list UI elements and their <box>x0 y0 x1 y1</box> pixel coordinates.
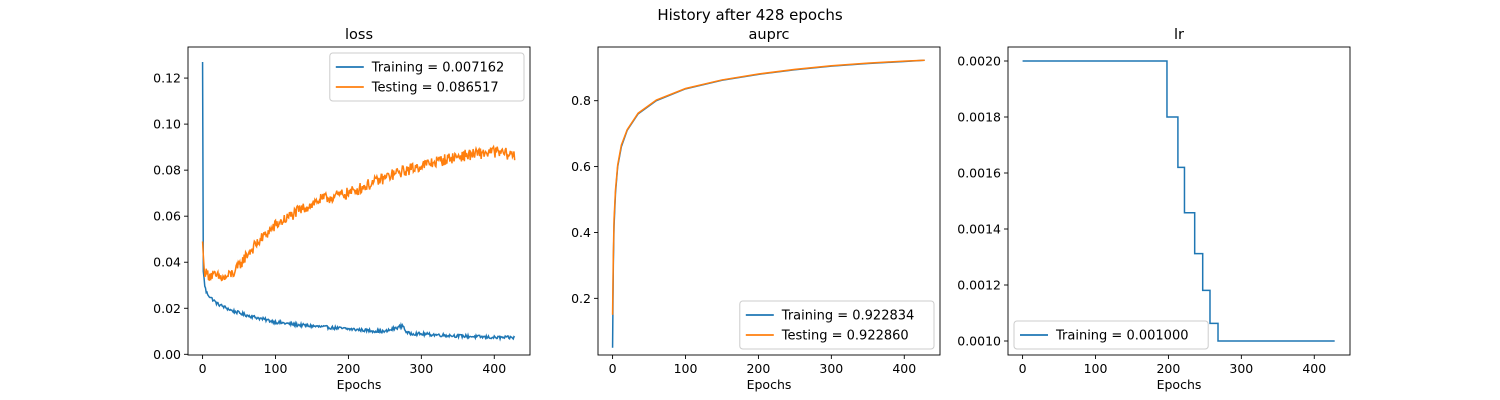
x-axis-label: Epochs <box>747 377 792 392</box>
y-tick-label: 0.04 <box>153 255 181 270</box>
y-tick-label: 0.4 <box>571 225 591 240</box>
y-tick-label: 0.0016 <box>957 166 1001 181</box>
legend: Training = 0.001000 <box>1013 320 1209 350</box>
series-line-2 <box>201 144 516 282</box>
x-axis-label: Epochs <box>337 377 382 392</box>
x-tick-label: 0 <box>609 361 617 376</box>
panel-title: auprc <box>749 27 790 43</box>
x-tick-label: 400 <box>482 361 506 376</box>
y-tick-label: 0.02 <box>153 301 181 316</box>
x-tick-label: 300 <box>409 361 433 376</box>
legend-label: Training = 0.007162 <box>371 61 504 76</box>
axes-frame <box>1007 46 1351 356</box>
axes-frame <box>597 46 941 356</box>
x-tick-label: 100 <box>1084 361 1108 376</box>
legend-label: Training = 0.001000 <box>1055 329 1188 344</box>
x-tick-label: 100 <box>264 361 288 376</box>
x-axis-label: Epochs <box>1157 377 1202 392</box>
y-tick-label: 0.00 <box>153 347 181 362</box>
y-tick-label: 0.0018 <box>957 110 1001 125</box>
x-tick-label: 300 <box>1229 361 1253 376</box>
x-tick-label: 0 <box>1019 361 1027 376</box>
y-tick-label: 0.0010 <box>957 334 1001 349</box>
x-tick-label: 200 <box>1156 361 1180 376</box>
x-tick-label: 400 <box>1302 361 1326 376</box>
y-tick-label: 0.12 <box>153 71 181 86</box>
legend-label: Training = 0.922834 <box>781 309 914 324</box>
x-tick-label: 200 <box>746 361 770 376</box>
legend-label: Testing = 0.086517 <box>371 81 499 96</box>
x-tick-label: 0 <box>199 361 207 376</box>
legend-box <box>329 52 525 102</box>
legend-box <box>1013 320 1209 350</box>
y-tick-label: 0.10 <box>153 117 181 132</box>
panel-auprc: auprc 0 100 200 300 400 0.2 0.4 0.6 0.8 Epochs Trai… <box>571 27 941 392</box>
y-tick-label: 0.0020 <box>957 54 1001 69</box>
legend: Training = 0.922834 Testing = 0.922860 <box>739 300 935 350</box>
axes-frame <box>187 46 531 356</box>
y-tick-label: 0.2 <box>571 291 591 306</box>
y-tick-label: 0.8 <box>571 93 591 108</box>
y-tick-label: 0.6 <box>571 159 591 174</box>
y-tick-label: 0.08 <box>153 163 181 178</box>
panel-loss: loss 0 100 200 300 400 0.00 0.02 0.04 0.06 0.08 0.1… <box>153 27 531 392</box>
legend: Training = 0.007162 Testing = 0.086517 <box>329 52 525 102</box>
y-tick-label: 0.0012 <box>957 278 1001 293</box>
series-line-1 <box>1022 60 1335 342</box>
figure-title: History after 428 epochs <box>657 6 842 24</box>
panel-title: lr <box>1174 27 1184 43</box>
x-tick-label: 300 <box>819 361 843 376</box>
y-tick-label: 0.06 <box>153 209 181 224</box>
series-line-2 <box>611 59 925 315</box>
x-tick-label: 200 <box>336 361 360 376</box>
x-tick-label: 100 <box>674 361 698 376</box>
y-tick-label: 0.0014 <box>957 222 1001 237</box>
x-tick-label: 400 <box>892 361 916 376</box>
legend-label: Testing = 0.922860 <box>781 329 909 344</box>
series-line-1 <box>201 61 516 342</box>
legend-box <box>739 300 935 350</box>
panel-title: loss <box>345 27 373 43</box>
panel-lr: lr 0 100 200 300 400 0.0010 0.0012 0.0014 0.0016 0… <box>957 27 1351 392</box>
